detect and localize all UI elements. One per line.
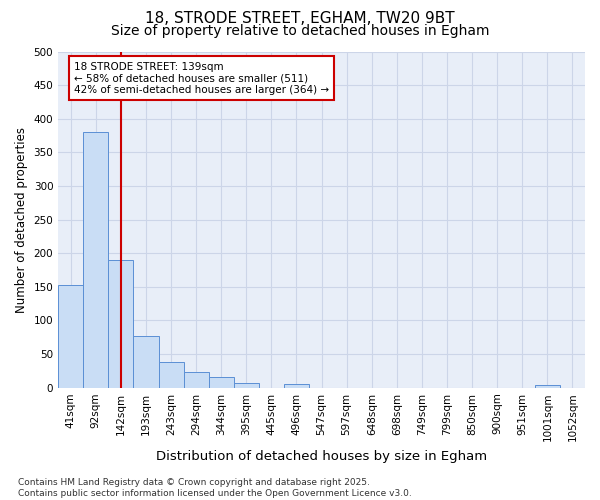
Bar bbox=[284, 384, 309, 388]
Bar bbox=[209, 377, 234, 388]
Bar bbox=[535, 385, 560, 388]
Bar bbox=[133, 336, 158, 388]
Bar bbox=[109, 260, 133, 388]
Bar bbox=[58, 286, 83, 388]
Y-axis label: Number of detached properties: Number of detached properties bbox=[15, 126, 28, 312]
Text: Size of property relative to detached houses in Egham: Size of property relative to detached ho… bbox=[111, 24, 489, 38]
X-axis label: Distribution of detached houses by size in Egham: Distribution of detached houses by size … bbox=[156, 450, 487, 462]
Bar bbox=[234, 383, 259, 388]
Bar bbox=[158, 362, 184, 388]
Bar bbox=[184, 372, 209, 388]
Bar bbox=[83, 132, 109, 388]
Text: Contains HM Land Registry data © Crown copyright and database right 2025.
Contai: Contains HM Land Registry data © Crown c… bbox=[18, 478, 412, 498]
Text: 18, STRODE STREET, EGHAM, TW20 9BT: 18, STRODE STREET, EGHAM, TW20 9BT bbox=[145, 11, 455, 26]
Text: 18 STRODE STREET: 139sqm
← 58% of detached houses are smaller (511)
42% of semi-: 18 STRODE STREET: 139sqm ← 58% of detach… bbox=[74, 62, 329, 95]
